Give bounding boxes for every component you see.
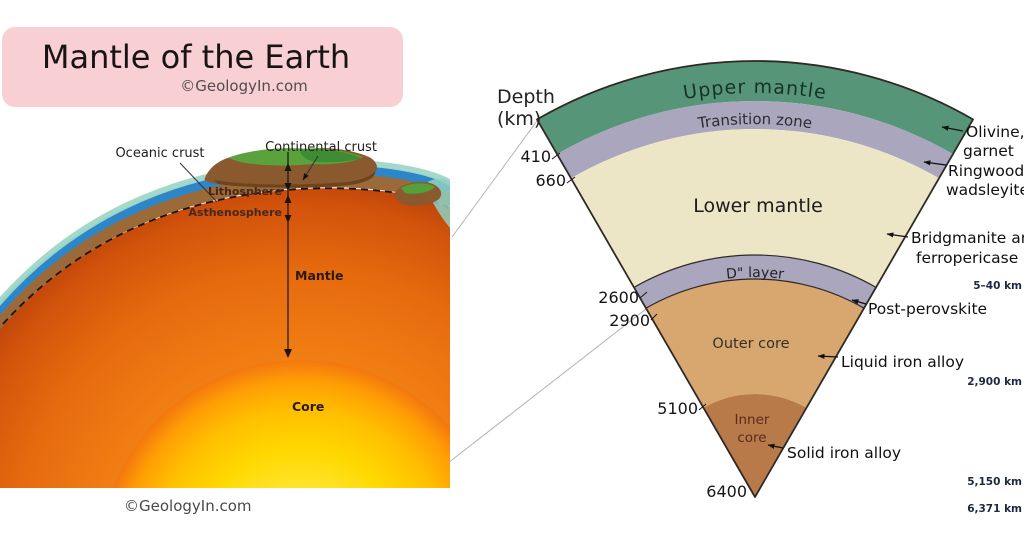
inner-core-band-label-line2: core	[737, 430, 766, 446]
d-layer-band-label: D" layer	[725, 265, 785, 283]
lower-mantle-band-label: Lower mantle	[693, 195, 823, 217]
depth-tick-660: 660	[535, 171, 566, 190]
oceanic-crust-pointer	[179, 162, 218, 203]
depth-tick-2600: 2600	[598, 288, 639, 307]
depth-axis-title-line1: Depth	[497, 86, 555, 108]
ringwoodite-label-line1: Ringwoodite	[948, 162, 1024, 180]
olivine-label-line2: garnet	[963, 142, 1014, 160]
depth-tick-5100: 5100	[657, 399, 698, 418]
zoom-connector-bottom	[447, 308, 647, 464]
side-depth-5-40km: 5–40 km	[973, 280, 1022, 292]
outer-core-band	[646, 278, 864, 408]
title-banner	[2, 27, 403, 107]
ringwoodite-leader-arrow	[923, 160, 947, 166]
continental-crust-vegetation-dark	[300, 149, 361, 163]
lithosphere-arrow-down	[284, 183, 292, 191]
inner-core-band	[703, 394, 807, 497]
zoom-connector-top	[451, 120, 538, 238]
oceanic-crust-label: Oceanic crust	[115, 146, 204, 161]
tick-mark-410	[551, 152, 561, 160]
continental-crust-pointer	[302, 155, 319, 181]
outer-core-band-label: Outer core	[712, 336, 789, 352]
continental-crust-soil-shadow	[214, 171, 376, 188]
depth-tick-2900: 2900	[609, 311, 650, 330]
asthenosphere-arrow-up	[284, 195, 292, 203]
upper-mantle-band	[537, 60, 973, 155]
inner-core-band-label-line1: Inner	[735, 412, 770, 428]
transition-zone-band-label: Transition zone	[696, 110, 814, 132]
lithosphere-label: Lithosphere	[208, 185, 282, 198]
core-body	[113, 360, 450, 488]
transition-zone-band	[557, 101, 953, 179]
side-depth-5150km: 5,150 km	[967, 476, 1022, 488]
mantle-label: Mantle	[295, 268, 344, 283]
mantle-arrow-down	[284, 349, 292, 358]
earth-cutaway-art	[0, 148, 450, 488]
island-vegetation	[401, 183, 435, 194]
core-mantle-boundary-line	[645, 278, 865, 309]
bridgmanite-label-line1: Bridgmanite and	[911, 229, 1024, 247]
tick-mark-2900	[650, 313, 658, 321]
tick-mark-5100	[698, 403, 707, 411]
depth-tick-410: 410	[520, 147, 551, 166]
ringwoodite-label-line2: wadsleyite	[946, 181, 1024, 199]
core-label: Core	[292, 399, 324, 414]
wedge-outline	[536, 60, 974, 498]
solid-iron-label: Solid iron alloy	[787, 444, 901, 462]
lower-mantle-band	[571, 128, 939, 288]
solid-iron-leader-arrow	[767, 443, 784, 449]
page-title: Mantle of the Earth	[42, 38, 350, 76]
tick-mark-660	[566, 176, 576, 184]
post-perovskite-leader-arrow	[851, 299, 867, 305]
tick-mark-2600	[639, 291, 648, 299]
liquid-iron-label: Liquid iron alloy	[841, 353, 964, 371]
continental-crust-label: Continental crust	[265, 140, 377, 155]
bridgmanite-label-line2: ferropericase	[916, 249, 1018, 267]
olivine-leader-arrow	[941, 125, 964, 132]
liquid-iron-leader-arrow	[817, 353, 839, 359]
depth-tick-6400: 6400	[706, 482, 747, 501]
post-perovskite-label: Post-perovskite	[868, 300, 987, 318]
asthenosphere-arrow-down	[284, 215, 292, 223]
banner-credit: ©GeologyIn.com	[180, 77, 308, 95]
asthenosphere-label: Asthenosphere	[188, 206, 282, 219]
d-layer-top-line	[633, 254, 877, 288]
olivine-label-line1: Olivine,	[966, 123, 1024, 141]
bridgmanite-leader-arrow	[886, 232, 909, 238]
depth-axis-title-line2: (km)	[497, 108, 541, 130]
side-depth-2900km: 2,900 km	[967, 376, 1022, 388]
depth-wedge: Upper mantle Transition zone D" layer Lo…	[497, 60, 1024, 515]
footer-credit: ©GeologyIn.com	[124, 497, 252, 515]
lithosphere-arrow-up	[284, 163, 292, 171]
d-layer-band	[634, 254, 876, 309]
side-depth-6371km: 6,371 km	[967, 503, 1022, 515]
